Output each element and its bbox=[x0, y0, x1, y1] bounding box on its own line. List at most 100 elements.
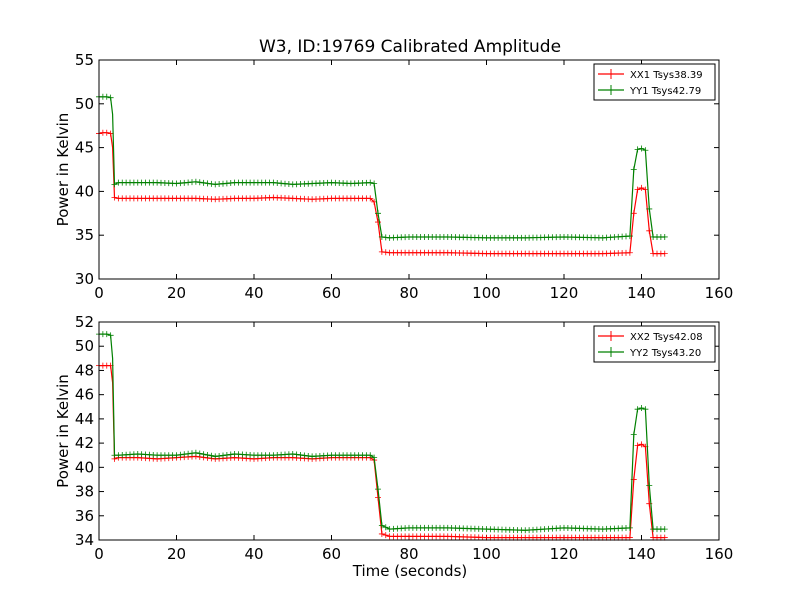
legend-label: YY1 Tsys42.79 bbox=[629, 86, 701, 97]
data-point-marker bbox=[107, 94, 114, 101]
data-point-marker bbox=[367, 452, 374, 459]
data-point-marker bbox=[626, 524, 633, 531]
x-tick-label: 40 bbox=[244, 284, 263, 302]
y-axis-label: Power in Kelvin bbox=[54, 374, 72, 488]
data-point-marker bbox=[661, 526, 668, 533]
y-tick-label: 55 bbox=[75, 51, 94, 69]
data-point-marker bbox=[382, 532, 389, 539]
data-point-marker bbox=[223, 451, 230, 458]
data-point-marker bbox=[378, 522, 385, 529]
data-point-marker bbox=[382, 249, 389, 256]
y-axis-label: Power in Kelvin bbox=[54, 113, 72, 227]
data-point-marker bbox=[375, 486, 381, 493]
data-point-marker bbox=[177, 451, 184, 458]
data-point-marker bbox=[173, 452, 180, 459]
y-tick-label: 30 bbox=[75, 270, 94, 288]
y-tick-label: 40 bbox=[75, 458, 94, 476]
x-tick-label: 140 bbox=[627, 284, 656, 302]
data-point-marker bbox=[375, 210, 381, 217]
data-point-marker bbox=[192, 178, 199, 185]
data-point-marker bbox=[297, 451, 304, 458]
data-point-marker bbox=[200, 179, 207, 186]
data-point-marker bbox=[200, 451, 207, 458]
data-point-marker bbox=[626, 233, 633, 240]
bottom-plot-panel: 0 20 40 60 80 100 120 140 160 34 36 38 40 42 44 46 48 50 5… bbox=[54, 313, 733, 563]
x-tick-label: 40 bbox=[244, 545, 263, 563]
data-point-marker bbox=[185, 450, 192, 457]
data-point-marker bbox=[646, 227, 653, 234]
data-point-marker bbox=[371, 454, 378, 461]
data-point-marker bbox=[216, 452, 223, 459]
data-point-marker bbox=[367, 195, 374, 202]
x-tick-label: 0 bbox=[94, 284, 104, 302]
data-point-marker bbox=[638, 184, 645, 191]
y-tick-label: 40 bbox=[75, 182, 94, 200]
data-point-marker bbox=[103, 93, 110, 100]
x-axis-label: Time (seconds) bbox=[352, 562, 468, 580]
data-point-marker bbox=[626, 249, 633, 256]
x-tick-label: 60 bbox=[322, 284, 341, 302]
data-point-marker bbox=[208, 452, 215, 459]
y-tick-label: 35 bbox=[75, 226, 94, 244]
data-point-marker bbox=[634, 186, 641, 193]
data-point-marker bbox=[367, 179, 374, 186]
y-tick-label: 45 bbox=[75, 139, 94, 157]
data-point-marker bbox=[227, 451, 234, 458]
series-line bbox=[99, 96, 665, 239]
data-point-marker bbox=[642, 186, 649, 193]
data-point-marker bbox=[204, 180, 211, 187]
legend-marker bbox=[606, 69, 616, 79]
x-tick-label: 120 bbox=[550, 545, 579, 563]
data-point-marker bbox=[103, 129, 110, 136]
data-point-marker bbox=[305, 452, 312, 459]
data-point-marker bbox=[212, 453, 219, 460]
data-point-marker bbox=[107, 332, 114, 339]
data-point-marker bbox=[196, 450, 203, 457]
plot-frame bbox=[98, 321, 720, 541]
data-point-marker bbox=[630, 166, 637, 173]
x-tick-label: 120 bbox=[550, 284, 579, 302]
y-tick-label: 36 bbox=[75, 507, 94, 525]
x-tick-label: 160 bbox=[705, 284, 734, 302]
data-point-marker bbox=[189, 450, 195, 457]
legend-box bbox=[593, 325, 716, 363]
data-point-marker bbox=[642, 406, 649, 413]
data-point-marker bbox=[638, 404, 645, 411]
y-tick-label: 48 bbox=[75, 361, 94, 379]
y-tick-label: 50 bbox=[75, 95, 94, 113]
data-point-marker bbox=[646, 205, 653, 212]
x-tick-label: 20 bbox=[167, 545, 186, 563]
legend-marker bbox=[606, 331, 616, 341]
data-point-marker bbox=[382, 234, 389, 241]
legend: XX1 Tsys38.39 YY1 Tsys42.79 bbox=[593, 63, 716, 101]
data-point-marker bbox=[181, 451, 188, 458]
data-point-marker bbox=[661, 250, 668, 257]
data-point-marker bbox=[289, 451, 296, 458]
data-point-marker bbox=[378, 233, 385, 240]
data-point-marker bbox=[111, 194, 118, 201]
legend: XX2 Tsys42.08 YY2 Tsys43.20 bbox=[593, 325, 716, 363]
y-tick-label: 38 bbox=[75, 483, 94, 501]
data-point-marker bbox=[630, 431, 637, 438]
y-tick-label: 52 bbox=[75, 313, 94, 331]
data-point-marker bbox=[111, 181, 118, 188]
data-point-marker bbox=[638, 441, 645, 448]
data-point-marker bbox=[638, 145, 645, 152]
legend-marker bbox=[606, 85, 616, 95]
y-tick-label: 46 bbox=[75, 386, 94, 404]
data-point-marker bbox=[208, 180, 215, 187]
figure-title: W3, ID:19769 Calibrated Amplitude bbox=[259, 37, 561, 57]
data-point-marker bbox=[220, 452, 226, 459]
data-point-marker bbox=[196, 179, 203, 186]
data-point-marker bbox=[204, 451, 211, 458]
x-tick-label: 0 bbox=[94, 545, 104, 563]
x-tick-label: 100 bbox=[472, 545, 501, 563]
series-line bbox=[99, 333, 665, 531]
data-point-marker bbox=[646, 482, 653, 489]
data-point-marker bbox=[661, 233, 668, 240]
data-point-marker bbox=[375, 494, 381, 501]
y-tick-label: 42 bbox=[75, 434, 94, 452]
data-point-marker bbox=[378, 248, 385, 255]
legend-label: YY2 Tsys43.20 bbox=[629, 348, 701, 359]
